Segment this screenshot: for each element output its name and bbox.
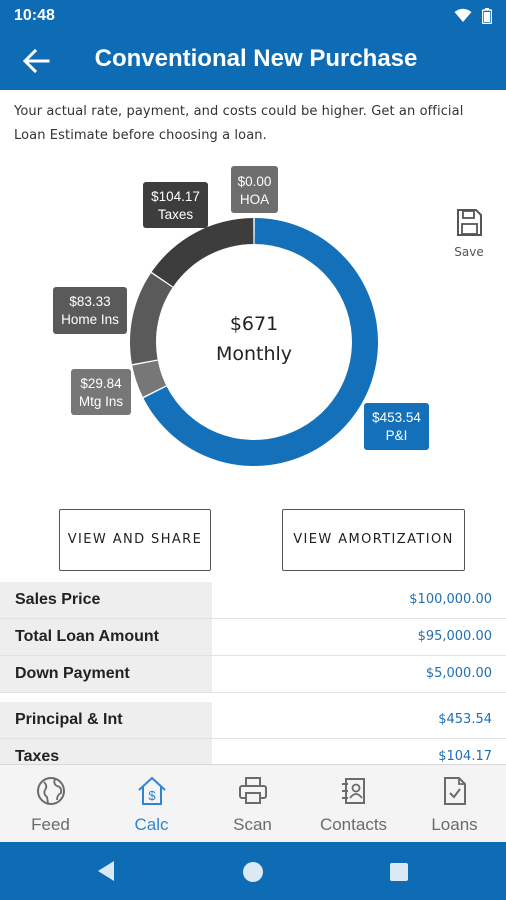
save-label: Save [454,245,484,259]
pi-value-label: $453.54 [372,410,421,425]
donut-slice-home-ins [130,273,173,365]
taxes-callout: $104.17 Taxes [143,182,208,228]
app-bar: Conventional New Purchase [0,32,506,90]
row-value: $104.17 [438,749,492,764]
back-arrow-icon[interactable] [22,48,50,74]
donut-slice-taxes [151,218,254,287]
donut-slices [130,218,378,466]
nav-label: Contacts [319,815,388,834]
taxes-name-label: Taxes [158,207,194,222]
nav-item-calc[interactable]: $ Calc [101,765,202,843]
home-ins-callout: $83.33 Home Ins [53,287,127,334]
hoa-callout: $0.00 HOA [231,166,278,213]
save-button[interactable]: Save [448,208,490,259]
system-back-icon[interactable] [96,860,116,887]
system-navigation-bar [0,842,506,900]
table-row: Down Payment $5,000.00 [0,656,506,693]
nav-label: Scan [233,815,272,834]
svg-text:$: $ [148,788,156,803]
nav-item-feed[interactable]: Feed [0,765,101,843]
row-label: Down Payment [0,656,212,692]
system-home-icon[interactable] [242,861,264,888]
status-bar: 10:48 [0,0,506,32]
battery-icon [481,8,493,29]
globe-icon [35,775,67,807]
row-value: $453.54 [438,712,492,727]
contacts-icon [338,775,370,807]
row-label: Sales Price [0,582,212,618]
nav-label: Calc [134,815,169,834]
pi-callout: $453.54 P&I [364,403,429,450]
payment-donut-chart: $671 Monthly $104.17 Taxes $0.00 HOA $83… [53,166,429,466]
document-check-icon [439,775,471,807]
status-time: 10:48 [14,7,55,24]
home-ins-name-label: Home Ins [61,312,119,327]
row-value: $95,000.00 [417,629,492,644]
view-amortization-button[interactable]: VIEW AMORTIZATION [282,509,465,571]
row-label: Total Loan Amount [0,619,212,655]
table-row: Principal & Int $453.54 [0,702,506,739]
nav-label: Loans [431,815,478,834]
row-label: Principal & Int [0,702,212,738]
home-ins-value-label: $83.33 [69,294,110,309]
mtg-ins-callout: $29.84 Mtg Ins [71,369,131,415]
home-calculator-icon: $ [136,775,168,807]
row-value: $5,000.00 [425,666,492,681]
nav-item-contacts[interactable]: Contacts [303,765,404,843]
taxes-value-label: $104.17 [151,189,200,204]
hoa-name-label: HOA [240,192,269,207]
bottom-navigation: Feed $ Calc Scan Contacts Loans [0,764,506,842]
table-row: Sales Price $100,000.00 [0,582,506,619]
donut-slice-mtg-ins [132,360,167,397]
pi-name-label: P&I [386,428,408,443]
nav-label: Feed [31,815,70,834]
wifi-icon [454,8,472,28]
nav-item-loans[interactable]: Loans [404,765,505,843]
hoa-value-label: $0.00 [238,174,272,189]
view-and-share-button[interactable]: VIEW AND SHARE [59,509,211,571]
chart-center-label: Monthly [216,343,292,365]
table-row: Total Loan Amount $95,000.00 [0,619,506,656]
nav-item-scan[interactable]: Scan [202,765,303,843]
chart-center-amount: $671 [230,313,278,335]
row-value: $100,000.00 [409,592,492,607]
mtg-ins-name-label: Mtg Ins [79,394,124,409]
disclaimer-text: Your actual rate, payment, and costs cou… [14,104,464,143]
page-title: Conventional New Purchase [94,45,418,72]
system-recents-icon[interactable] [390,863,408,886]
mtg-ins-value-label: $29.84 [80,376,122,391]
printer-icon [237,775,269,807]
floppy-disk-icon [455,209,483,242]
